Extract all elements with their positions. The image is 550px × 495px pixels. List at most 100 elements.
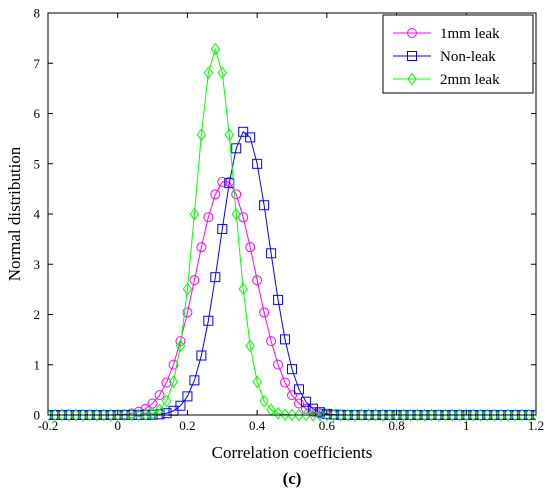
data-point (245, 339, 255, 353)
x-tick-label: 1.2 (528, 418, 544, 433)
data-point (259, 394, 269, 408)
y-tick-label: 4 (34, 207, 41, 222)
data-point (147, 407, 158, 420)
data-point (412, 408, 423, 421)
data-point (259, 307, 270, 318)
data-point (231, 189, 242, 200)
y-tick-label: 6 (34, 106, 41, 121)
data-point (161, 377, 172, 388)
data-point (189, 375, 200, 386)
legend-label: Non-leak (440, 49, 496, 65)
data-point (224, 128, 235, 142)
x-tick-label: 0.8 (388, 418, 404, 433)
data-point (503, 408, 513, 421)
legend-label: 1mm leak (440, 26, 500, 42)
y-tick-label: 1 (34, 357, 41, 372)
legend-item: 1mm leak (393, 26, 500, 42)
x-tick-label: -0.2 (38, 418, 59, 433)
data-point (140, 403, 151, 414)
data-point (419, 408, 430, 421)
data-point (238, 126, 249, 137)
data-point (482, 408, 492, 421)
data-point (287, 364, 297, 375)
data-point (266, 248, 277, 259)
y-tick-label: 0 (34, 408, 41, 423)
legend-label: 2mm leak (440, 72, 500, 88)
data-point (48, 408, 53, 421)
data-point (293, 384, 304, 395)
data-point (99, 408, 109, 421)
y-tick-label: 8 (34, 6, 41, 21)
data-point (245, 132, 256, 143)
data-point (196, 350, 207, 361)
data-point (168, 375, 179, 389)
data-point (307, 403, 318, 414)
data-point (252, 275, 263, 286)
data-point (231, 207, 241, 221)
data-point (336, 408, 346, 421)
data-point (161, 408, 172, 419)
data-point (119, 408, 130, 421)
data-point (287, 408, 297, 421)
data-point (189, 275, 200, 286)
series-2mm-leak (48, 42, 536, 421)
data-point (300, 403, 311, 414)
data-point (384, 408, 395, 421)
data-point (280, 408, 290, 421)
data-point (238, 282, 248, 296)
data-point (475, 408, 485, 421)
x-axis-title: Correlation coefficients (212, 443, 373, 462)
x-tick-label: 0.2 (179, 418, 195, 433)
data-point (294, 408, 304, 421)
legend-marker (407, 72, 417, 86)
data-point (203, 315, 214, 326)
data-point (349, 408, 360, 421)
figure-caption: (c) (283, 469, 302, 488)
data-point (440, 408, 451, 421)
data-point (273, 294, 284, 305)
data-point (447, 408, 458, 421)
data-point (182, 282, 193, 296)
legend-item: 2mm leak (393, 72, 500, 88)
data-point (517, 408, 527, 421)
y-tick-label: 7 (34, 56, 41, 71)
data-point (301, 408, 311, 421)
legend-marker (407, 51, 417, 61)
data-point (217, 223, 228, 234)
data-point (343, 408, 353, 421)
x-tick-label: 0 (114, 418, 121, 433)
data-point (161, 394, 172, 408)
data-point (196, 242, 207, 253)
data-point (391, 408, 402, 421)
data-point (426, 408, 437, 421)
data-point (85, 408, 95, 421)
data-point (259, 200, 270, 211)
data-point (363, 408, 374, 421)
data-point (238, 212, 249, 223)
data-point (175, 339, 186, 353)
series-non-leak (48, 126, 536, 420)
data-point (133, 408, 144, 421)
data-point (252, 158, 263, 169)
legend-marker (407, 28, 417, 38)
data-point (329, 408, 339, 421)
data-point (370, 408, 381, 421)
data-point (112, 408, 123, 421)
data-point (266, 336, 277, 347)
data-point (398, 408, 409, 421)
data-point (377, 408, 388, 421)
data-point (245, 242, 256, 253)
data-point (71, 408, 81, 421)
data-point (273, 359, 284, 370)
data-point (308, 408, 318, 421)
y-tick-label: 5 (34, 156, 41, 171)
y-tick-label: 2 (34, 307, 41, 322)
data-point (433, 408, 444, 421)
data-point (510, 408, 520, 421)
data-point (489, 408, 499, 421)
data-point (210, 42, 221, 56)
data-point (461, 408, 472, 421)
data-point (182, 307, 193, 318)
